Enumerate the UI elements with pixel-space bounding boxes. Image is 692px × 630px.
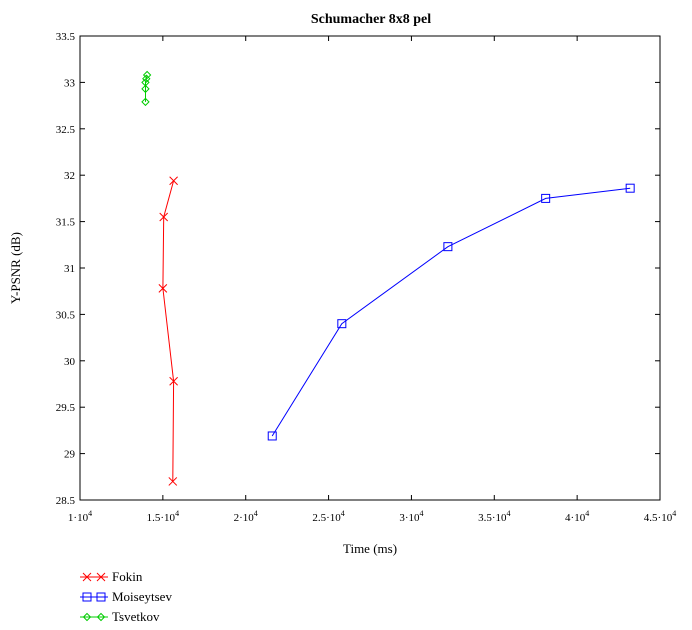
y-tick-label: 32.5 — [56, 124, 76, 136]
data-point — [96, 592, 106, 602]
series-layer — [141, 70, 635, 486]
x-tick-label: 1.5·104 — [147, 509, 179, 524]
data-point — [141, 97, 150, 107]
legend-label: Fokin — [112, 569, 143, 584]
data-point — [541, 193, 551, 203]
data-point — [96, 612, 106, 622]
data-point — [159, 212, 169, 222]
x-tick-label: 2·104 — [234, 509, 258, 524]
data-point — [158, 284, 168, 293]
plot-area — [79, 35, 661, 501]
legend: Fokin Moiseytsev Tsvetkov — [80, 569, 172, 624]
x-tick-label: 2.5·104 — [312, 509, 344, 524]
legend-item: Fokin — [80, 569, 143, 584]
x-tick-label: 3·104 — [399, 509, 423, 524]
x-tick-label: 4·104 — [565, 509, 589, 524]
y-axis: 28.5 29 29.5 30 30.5 31 31.5 32 32.5 33 33.5 — [56, 31, 660, 507]
data-point — [443, 242, 453, 252]
x-tick-label: 1·104 — [68, 509, 92, 524]
x-axis: 1·104 1.5·104 2·104 2.5·104 3·104 3.5·104 4·10… — [68, 36, 676, 524]
y-tick-label: 28.5 — [56, 495, 76, 507]
data-point — [142, 70, 152, 80]
x-tick-label: 4.5·104 — [644, 509, 676, 524]
y-tick-label: 30 — [64, 356, 76, 368]
data-point — [82, 572, 92, 582]
y-tick-label: 32 — [64, 170, 75, 182]
series-tsvetkov — [141, 70, 152, 107]
y-tick-label: 29.5 — [56, 402, 76, 414]
y-axis-label: Y-PSNR (dB) — [8, 232, 23, 304]
series-line — [162, 180, 175, 482]
legend-label: Tsvetkov — [112, 609, 160, 624]
data-point — [169, 176, 178, 186]
y-tick-label: 29 — [64, 449, 76, 461]
data-point — [168, 477, 178, 486]
data-point — [96, 572, 106, 582]
series-fokin — [158, 176, 178, 486]
legend-item: Moiseytsev — [80, 589, 172, 604]
data-point — [82, 592, 92, 602]
data-point — [625, 183, 635, 193]
data-point — [267, 431, 277, 441]
x-axis-label: Time (ms) — [343, 541, 397, 556]
y-tick-label: 30.5 — [56, 309, 76, 321]
data-point — [141, 84, 150, 94]
data-point — [169, 376, 178, 386]
y-tick-label: 33.5 — [56, 31, 76, 43]
y-tick-label: 31.5 — [56, 217, 76, 229]
data-point — [82, 612, 92, 622]
series-moiseytsev — [267, 183, 635, 441]
legend-label: Moiseytsev — [112, 589, 172, 604]
y-tick-label: 33 — [64, 77, 76, 89]
y-tick-label: 31 — [64, 263, 75, 275]
legend-item: Tsvetkov — [80, 609, 160, 624]
x-tick-label: 3.5·104 — [478, 509, 510, 524]
series-line — [271, 187, 631, 437]
chart-title: Schumacher 8x8 pel — [311, 12, 431, 27]
data-point — [337, 319, 347, 329]
